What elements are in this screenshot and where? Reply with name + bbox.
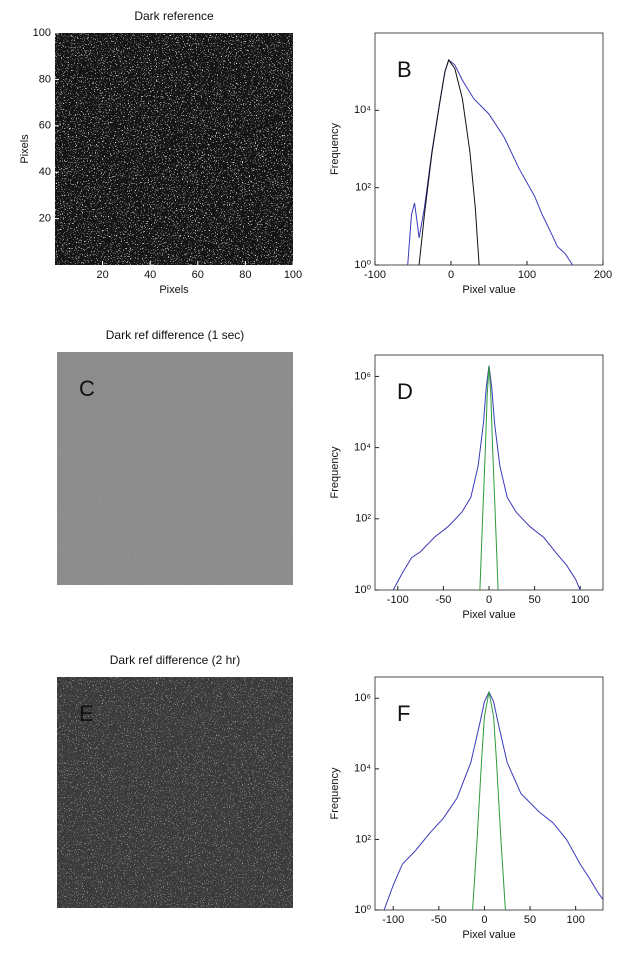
series-line	[472, 691, 506, 911]
series-line	[418, 58, 480, 266]
y-axis-label: Pixels	[19, 134, 31, 164]
x-tick-label: 0	[481, 914, 487, 926]
y-axis-label: Frequency	[329, 446, 341, 498]
series-line	[407, 59, 574, 266]
panel-label: D	[397, 379, 413, 404]
y-tick-label: 100	[33, 27, 51, 39]
panel-label: F	[397, 701, 410, 726]
x-axis-label: Pixel value	[462, 929, 515, 941]
panel-title: Dark ref difference (2 hr)	[110, 653, 241, 667]
x-tick-label: 100	[284, 269, 302, 281]
y-axis-label: Frequency	[329, 767, 341, 819]
y-tick-label: 10⁰	[354, 904, 371, 916]
y-tick-label: 10⁶	[354, 692, 371, 704]
y-tick-label: 10⁴	[354, 104, 371, 116]
panel-title: Dark ref difference (1 sec)	[106, 328, 245, 342]
panel-label: B	[397, 57, 412, 82]
x-tick-label: -100	[364, 269, 386, 281]
x-tick-label: 80	[239, 269, 251, 281]
x-tick-label: -100	[382, 914, 404, 926]
x-tick-label: -50	[431, 914, 447, 926]
panel-title: Dark reference	[134, 9, 214, 23]
y-tick-label: 80	[39, 73, 51, 85]
plot-area	[374, 354, 604, 591]
panel-label: C	[79, 376, 95, 401]
x-axis-label: Pixel value	[462, 284, 515, 296]
image-noise	[57, 677, 293, 908]
panel-label: A	[77, 57, 92, 82]
y-tick-label: 10⁰	[354, 259, 371, 271]
x-tick-label: -100	[387, 594, 409, 606]
x-tick-label: 50	[528, 594, 540, 606]
y-tick-label: 10⁰	[354, 584, 371, 596]
x-axis-label: Pixels	[159, 284, 189, 296]
x-tick-label: 20	[96, 269, 108, 281]
y-tick-label: 20	[39, 213, 51, 225]
y-tick-label: 10⁶	[354, 370, 371, 382]
y-axis-label: Frequency	[329, 123, 341, 175]
x-tick-label: 40	[144, 269, 156, 281]
image-noise	[57, 352, 293, 585]
y-tick-label: 10⁴	[354, 442, 371, 454]
x-tick-label: 60	[192, 269, 204, 281]
series-line	[383, 690, 604, 911]
y-tick-label: 40	[39, 166, 51, 178]
y-tick-label: 10²	[355, 833, 371, 845]
x-tick-label: -50	[435, 594, 451, 606]
y-tick-label: 10²	[355, 513, 371, 525]
y-tick-label: 60	[39, 120, 51, 132]
x-tick-label: 100	[518, 269, 536, 281]
x-tick-label: 50	[524, 914, 536, 926]
plot-area	[374, 676, 604, 911]
x-tick-label: 100	[566, 914, 584, 926]
x-tick-label: 0	[448, 269, 454, 281]
x-tick-label: 0	[486, 594, 492, 606]
x-tick-label: 200	[594, 269, 612, 281]
x-tick-label: 100	[571, 594, 589, 606]
y-tick-label: 10⁴	[354, 763, 371, 775]
image-noise	[55, 33, 293, 265]
x-axis-label: Pixel value	[462, 609, 515, 621]
plot-area	[374, 32, 604, 266]
series-line	[479, 365, 499, 591]
y-tick-label: 10²	[355, 182, 371, 194]
panel-label: E	[79, 701, 94, 726]
